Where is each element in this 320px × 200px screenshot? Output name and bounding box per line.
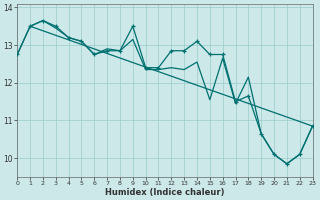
- X-axis label: Humidex (Indice chaleur): Humidex (Indice chaleur): [105, 188, 225, 197]
